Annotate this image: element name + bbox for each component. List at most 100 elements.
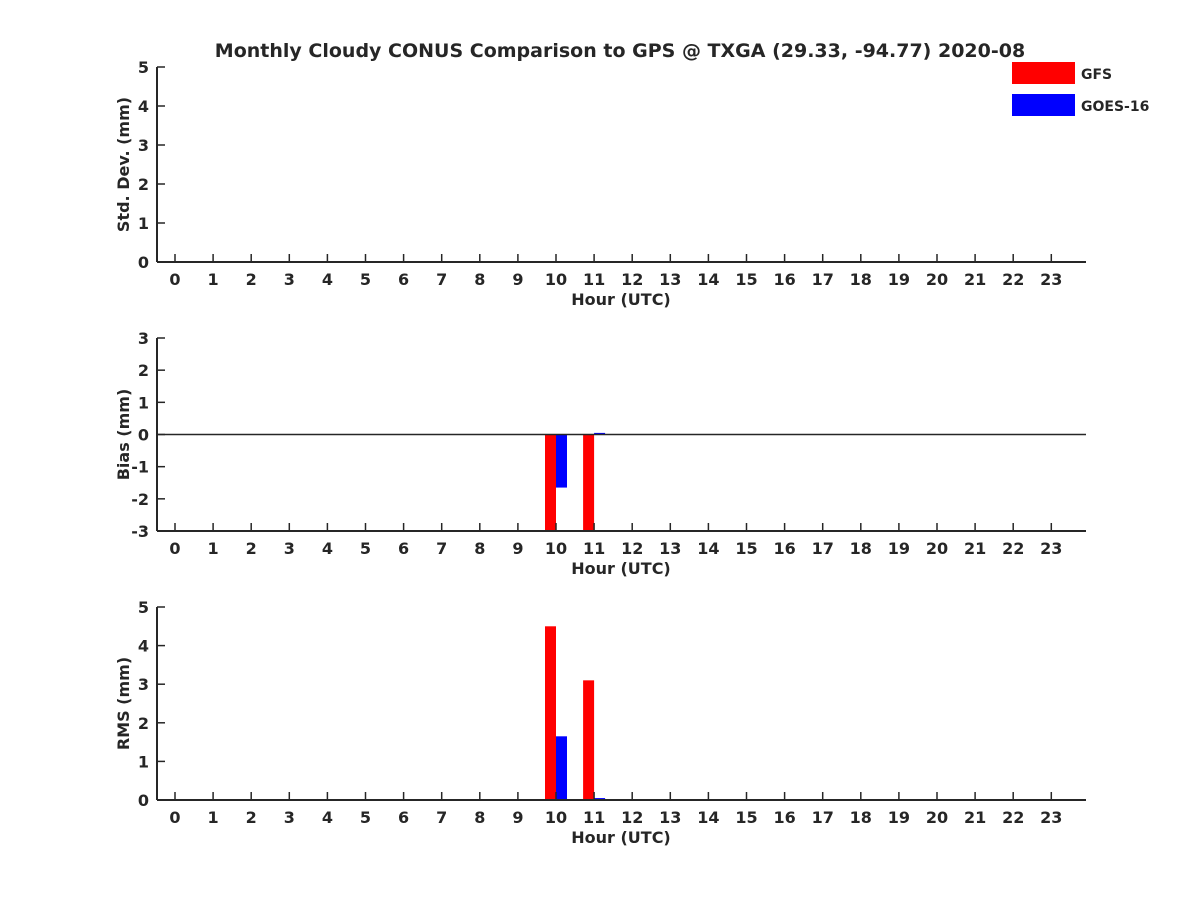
x-tick-label-bias-18: 18: [850, 539, 872, 558]
x-tick-label-stddev-19: 19: [888, 270, 910, 289]
y-tick-label-bias-5: 2: [138, 361, 149, 380]
y-tick-label-rms-3: 3: [138, 675, 149, 694]
x-tick-label-stddev-14: 14: [697, 270, 719, 289]
x-tick-label-stddev-5: 5: [360, 270, 371, 289]
x-tick-label-stddev-1: 1: [208, 270, 219, 289]
x-tick-label-bias-16: 16: [773, 539, 795, 558]
y-tick-label-rms-2: 2: [138, 714, 149, 733]
legend-label-gfs: GFS: [1081, 67, 1112, 83]
x-tick-label-rms-1: 1: [208, 808, 219, 827]
bar-bias-goes16-11: [594, 432, 606, 435]
y-tick-label-stddev-4: 4: [138, 97, 149, 116]
x-tick-label-rms-10: 10: [545, 808, 567, 827]
x-tick-label-rms-12: 12: [621, 808, 643, 827]
x-tick-label-rms-9: 9: [512, 808, 523, 827]
x-tick-label-bias-6: 6: [398, 539, 409, 558]
x-tick-label-rms-6: 6: [398, 808, 409, 827]
y-tick-label-bias-2: -1: [131, 458, 149, 477]
x-tick-label-bias-22: 22: [1002, 539, 1024, 558]
y-tick-label-rms-4: 4: [138, 637, 149, 656]
bar-rms-gfs-10: [545, 626, 556, 800]
y-tick-label-rms-5: 5: [138, 598, 149, 617]
x-tick-label-rms-0: 0: [169, 808, 180, 827]
x-tick-label-rms-2: 2: [246, 808, 257, 827]
x-tick-label-stddev-3: 3: [284, 270, 295, 289]
x-tick-label-rms-3: 3: [284, 808, 295, 827]
x-axis-label-stddev: Hour (UTC): [571, 290, 671, 309]
x-tick-label-stddev-0: 0: [169, 270, 180, 289]
x-tick-label-rms-4: 4: [322, 808, 333, 827]
y-tick-label-bias-4: 1: [138, 393, 149, 412]
y-tick-label-stddev-3: 3: [138, 136, 149, 155]
legend-swatch-goes16: [1012, 94, 1075, 116]
legend-swatch-gfs: [1012, 62, 1075, 84]
x-tick-label-stddev-21: 21: [964, 270, 986, 289]
bar-bias-goes16-10: [556, 434, 567, 488]
x-axis-label-rms: Hour (UTC): [571, 828, 671, 847]
x-tick-label-rms-19: 19: [888, 808, 910, 827]
x-tick-label-stddev-4: 4: [322, 270, 333, 289]
y-tick-label-bias-0: -3: [131, 522, 149, 541]
x-tick-label-bias-2: 2: [246, 539, 257, 558]
figure-title: Monthly Cloudy CONUS Comparison to GPS @…: [215, 40, 1025, 62]
x-tick-label-bias-12: 12: [621, 539, 643, 558]
x-tick-label-rms-20: 20: [926, 808, 948, 827]
x-tick-label-rms-13: 13: [659, 808, 681, 827]
bar-rms-gfs-11: [583, 680, 595, 800]
x-tick-label-rms-15: 15: [735, 808, 757, 827]
x-tick-label-bias-5: 5: [360, 539, 371, 558]
x-tick-label-rms-17: 17: [812, 808, 834, 827]
x-tick-label-bias-20: 20: [926, 539, 948, 558]
y-tick-label-bias-6: 3: [138, 329, 149, 348]
x-tick-label-stddev-12: 12: [621, 270, 643, 289]
x-tick-label-stddev-13: 13: [659, 270, 681, 289]
legend: GFS GOES-16: [1012, 62, 1149, 116]
x-tick-label-rms-18: 18: [850, 808, 872, 827]
y-tick-label-stddev-1: 1: [138, 214, 149, 233]
y-tick-label-rms-0: 0: [138, 791, 149, 810]
y-tick-label-bias-3: 0: [138, 426, 149, 445]
x-tick-label-bias-17: 17: [812, 539, 834, 558]
x-tick-label-stddev-11: 11: [583, 270, 605, 289]
x-tick-label-bias-19: 19: [888, 539, 910, 558]
x-tick-label-rms-22: 22: [1002, 808, 1024, 827]
x-tick-label-stddev-2: 2: [246, 270, 257, 289]
bar-bias-gfs-10: [545, 434, 556, 531]
x-tick-label-bias-0: 0: [169, 539, 180, 558]
x-tick-label-stddev-10: 10: [545, 270, 567, 289]
x-tick-label-stddev-9: 9: [512, 270, 523, 289]
y-tick-label-stddev-0: 0: [138, 253, 149, 272]
x-tick-label-stddev-20: 20: [926, 270, 948, 289]
x-tick-label-bias-3: 3: [284, 539, 295, 558]
x-axis-label-bias: Hour (UTC): [571, 559, 671, 578]
x-tick-label-rms-14: 14: [697, 808, 719, 827]
y-tick-label-stddev-5: 5: [138, 58, 149, 77]
x-tick-label-rms-23: 23: [1040, 808, 1062, 827]
x-tick-label-rms-16: 16: [773, 808, 795, 827]
x-tick-label-bias-4: 4: [322, 539, 333, 558]
x-tick-label-bias-21: 21: [964, 539, 986, 558]
y-tick-label-bias-1: -2: [131, 490, 149, 509]
x-tick-label-bias-7: 7: [436, 539, 447, 558]
x-tick-label-bias-15: 15: [735, 539, 757, 558]
x-tick-label-stddev-23: 23: [1040, 270, 1062, 289]
x-tick-label-bias-11: 11: [583, 539, 605, 558]
x-tick-label-rms-5: 5: [360, 808, 371, 827]
x-tick-label-stddev-18: 18: [850, 270, 872, 289]
y-axis-label-rms: RMS (mm): [114, 657, 133, 750]
x-tick-label-stddev-17: 17: [812, 270, 834, 289]
x-tick-label-bias-1: 1: [208, 539, 219, 558]
x-tick-label-bias-9: 9: [512, 539, 523, 558]
x-tick-label-bias-13: 13: [659, 539, 681, 558]
x-tick-label-stddev-7: 7: [436, 270, 447, 289]
x-tick-label-stddev-6: 6: [398, 270, 409, 289]
bar-bias-gfs-11: [583, 434, 595, 531]
y-tick-label-rms-1: 1: [138, 752, 149, 771]
y-axis-label-stddev: Std. Dev. (mm): [114, 97, 133, 232]
